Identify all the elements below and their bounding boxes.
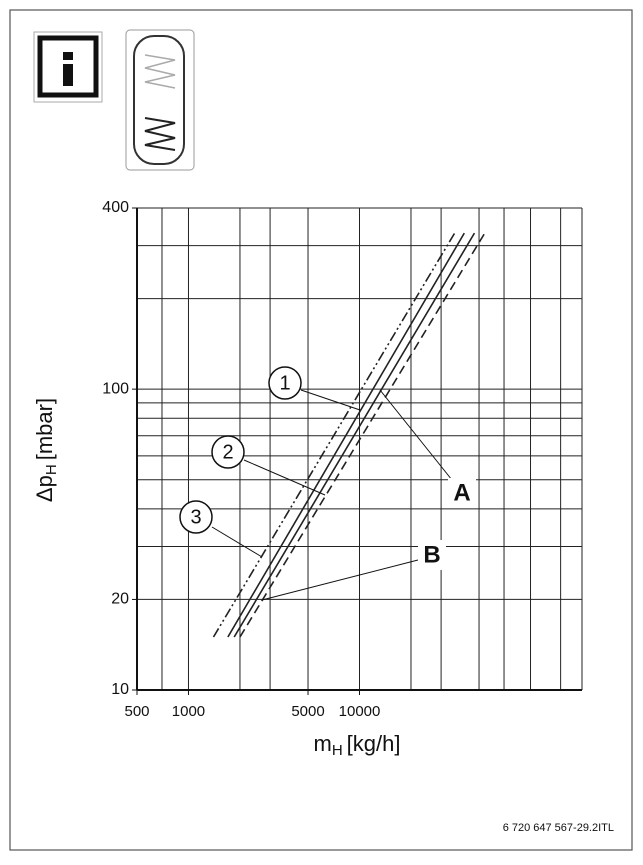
x-tick-label: 1000 [172, 703, 205, 720]
info-icon [33, 31, 103, 103]
y-tick-label: 10 [111, 681, 129, 698]
curve [212, 232, 456, 638]
label-bg [418, 540, 446, 570]
callout-label: 3 [190, 506, 201, 528]
y-axis-label: ΔpH [mbar] [32, 398, 60, 502]
y-label-main: Δp [32, 475, 57, 502]
x-label-main: m [314, 731, 332, 756]
x-tick-label: 5000 [291, 703, 324, 720]
x-axis-label: mH [kg/h] [314, 731, 401, 759]
callout-circle [268, 366, 302, 400]
frame [9, 9, 633, 851]
region-label: A [453, 479, 470, 506]
y-tick-label: 400 [102, 199, 129, 216]
curve [239, 232, 486, 638]
tank-icon [125, 29, 195, 171]
y-label-sub: H [43, 464, 60, 475]
x-label-sub: H [332, 742, 343, 759]
y-tick-label: 20 [111, 591, 129, 608]
footer-code: 6 720 647 567-29.2ITL [503, 822, 614, 834]
leader-line [261, 559, 419, 601]
curve [227, 232, 465, 638]
curve [233, 232, 476, 638]
callout-circle [211, 435, 245, 469]
x-tick-label: 10000 [339, 703, 381, 720]
callout-label: 1 [279, 372, 290, 394]
leader-line [300, 389, 361, 411]
label-bg [448, 478, 476, 508]
y-label-unit: [mbar] [32, 398, 57, 460]
callout-label: 2 [222, 441, 233, 463]
leader-line [379, 389, 453, 481]
leader-line [243, 459, 326, 496]
callout-circle [179, 500, 213, 534]
x-label-unit: [kg/h] [347, 731, 401, 756]
region-label: B [423, 541, 440, 568]
leader-line [211, 526, 263, 558]
x-tick-label: 500 [124, 703, 149, 720]
y-tick-label: 100 [102, 380, 129, 397]
